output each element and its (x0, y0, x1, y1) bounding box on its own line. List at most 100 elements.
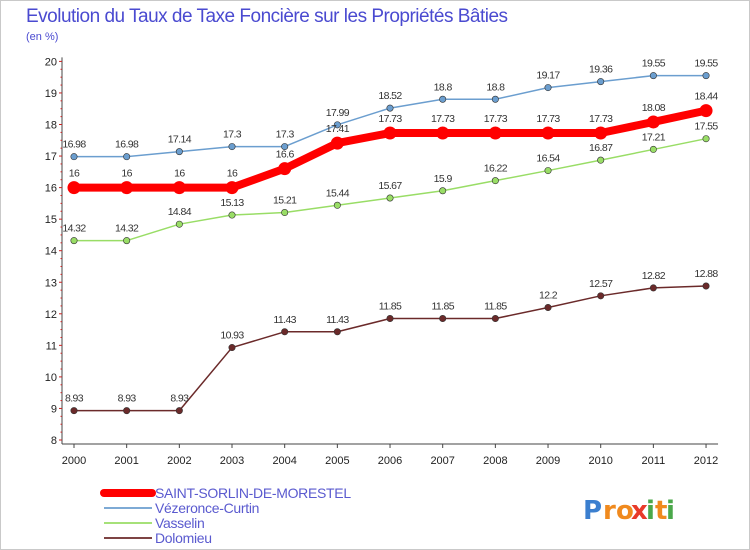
data-point (228, 143, 236, 151)
data-point (67, 181, 81, 195)
x-tick-label: 2009 (536, 455, 560, 467)
y-tick-label: 18 (45, 120, 57, 132)
data-point (649, 72, 657, 80)
data-point (175, 148, 183, 156)
x-tick-label: 2008 (483, 455, 507, 467)
data-label: 8.93 (118, 393, 137, 405)
x-tick-label: 2007 (430, 455, 454, 467)
y-tick-label: 17 (45, 151, 57, 163)
data-point (439, 95, 447, 103)
data-labels-2: 14.32 14.32 14.84 15.13 15.21 15.44 15.67 15.9 1… (62, 121, 719, 235)
data-label: 17.3 (276, 129, 295, 141)
data-point (228, 344, 236, 352)
data-label: 17.73 (484, 113, 508, 125)
data-point (386, 194, 394, 202)
y-tick-label: 15 (45, 214, 57, 226)
data-point (330, 136, 344, 150)
data-point (333, 328, 341, 336)
data-label: 14.32 (62, 223, 86, 235)
data-point (702, 72, 710, 80)
legend: SAINT-SORLIN-DE-MORESTELVézeronce-Curtin… (100, 485, 352, 546)
data-label: 12.57 (589, 278, 613, 290)
data-label: 8.93 (170, 393, 189, 405)
legend-label: Dolomieu (155, 530, 212, 546)
data-label: 16 (69, 168, 80, 180)
y-tick-label: 11 (46, 340, 57, 352)
data-label: 18.52 (378, 90, 402, 102)
data-point (597, 78, 605, 86)
data-label: 19.17 (536, 70, 560, 82)
legend-label: SAINT-SORLIN-DE-MORESTEL (155, 485, 351, 501)
data-label: 17.73 (378, 113, 402, 125)
data-point (488, 126, 502, 140)
data-label: 17.21 (642, 131, 666, 143)
data-label: 16 (174, 168, 185, 180)
series-saint-sorlin-de-morestel (67, 104, 713, 195)
data-point (702, 135, 710, 143)
y-tick-label: 13 (45, 277, 57, 289)
data-label: 16.54 (536, 153, 560, 165)
data-point (436, 126, 450, 140)
data-label: 17.3 (223, 129, 242, 141)
data-label: 17.73 (536, 113, 560, 125)
y-axis-unit-label: (en %) (26, 31, 58, 43)
data-point (383, 126, 397, 140)
data-point (544, 84, 552, 92)
logo-letter: o (616, 496, 634, 526)
data-point (649, 145, 657, 153)
data-point (646, 115, 660, 129)
data-label: 14.84 (168, 206, 192, 218)
data-label: 12.88 (694, 268, 718, 280)
data-label: 15.44 (326, 187, 350, 199)
data-label: 17.41 (326, 123, 350, 135)
data-label: 11.43 (326, 314, 349, 326)
data-point (333, 121, 341, 129)
data-point (281, 143, 289, 151)
data-label: 18.08 (642, 102, 666, 114)
series-layer: 16 16 16 16 16.6 17.41 17.73 17.73 17.73 17.73 17.… (62, 58, 719, 415)
data-point (491, 95, 499, 103)
data-point (597, 292, 605, 300)
data-label: 16 (121, 168, 132, 180)
data-point (702, 282, 710, 290)
data-point (278, 162, 292, 176)
data-point (544, 167, 552, 175)
data-label: 17.14 (168, 134, 192, 146)
data-label: 10.93 (220, 330, 244, 342)
y-tick-label: 19 (45, 88, 57, 100)
data-point (541, 126, 555, 140)
logo-letter: P (583, 496, 602, 526)
logo-letter: r (603, 496, 616, 526)
data-point (175, 407, 183, 415)
data-label: 15.9 (434, 173, 453, 185)
x-tick-label: 2012 (694, 455, 718, 467)
data-point (123, 407, 131, 415)
data-label: 18.8 (486, 81, 505, 93)
data-labels-0: 16 16 16 16 16.6 17.41 17.73 17.73 17.73 17.73 17.… (69, 91, 719, 180)
x-tick-label: 2002 (167, 455, 191, 467)
y-tick-label: 8 (51, 435, 57, 447)
data-point (172, 181, 186, 195)
data-labels-1: 16.98 16.98 17.14 17.3 17.3 17.99 18.52 18.8 18.… (62, 58, 719, 151)
data-point (333, 201, 341, 209)
logo-letter: t (655, 496, 667, 526)
data-point (70, 407, 78, 415)
legend-label: Vézeronce-Curtin (155, 500, 259, 516)
y-tick-label: 20 (45, 56, 57, 68)
data-label: 12.82 (642, 270, 666, 282)
data-label: 11.85 (431, 301, 454, 313)
series-vasselin (70, 135, 710, 245)
y-tick-label: 10 (45, 372, 57, 384)
data-label: 17.55 (694, 121, 718, 133)
logo-letter: i (646, 496, 655, 526)
data-label: 15.67 (378, 180, 402, 192)
data-point (386, 315, 394, 323)
data-label: 8.93 (65, 393, 84, 405)
data-point (649, 284, 657, 292)
data-point (439, 315, 447, 323)
series-v-zeronce-curtin (70, 72, 710, 161)
logo-letter: x (631, 496, 648, 526)
series-dolomieu (70, 282, 710, 415)
